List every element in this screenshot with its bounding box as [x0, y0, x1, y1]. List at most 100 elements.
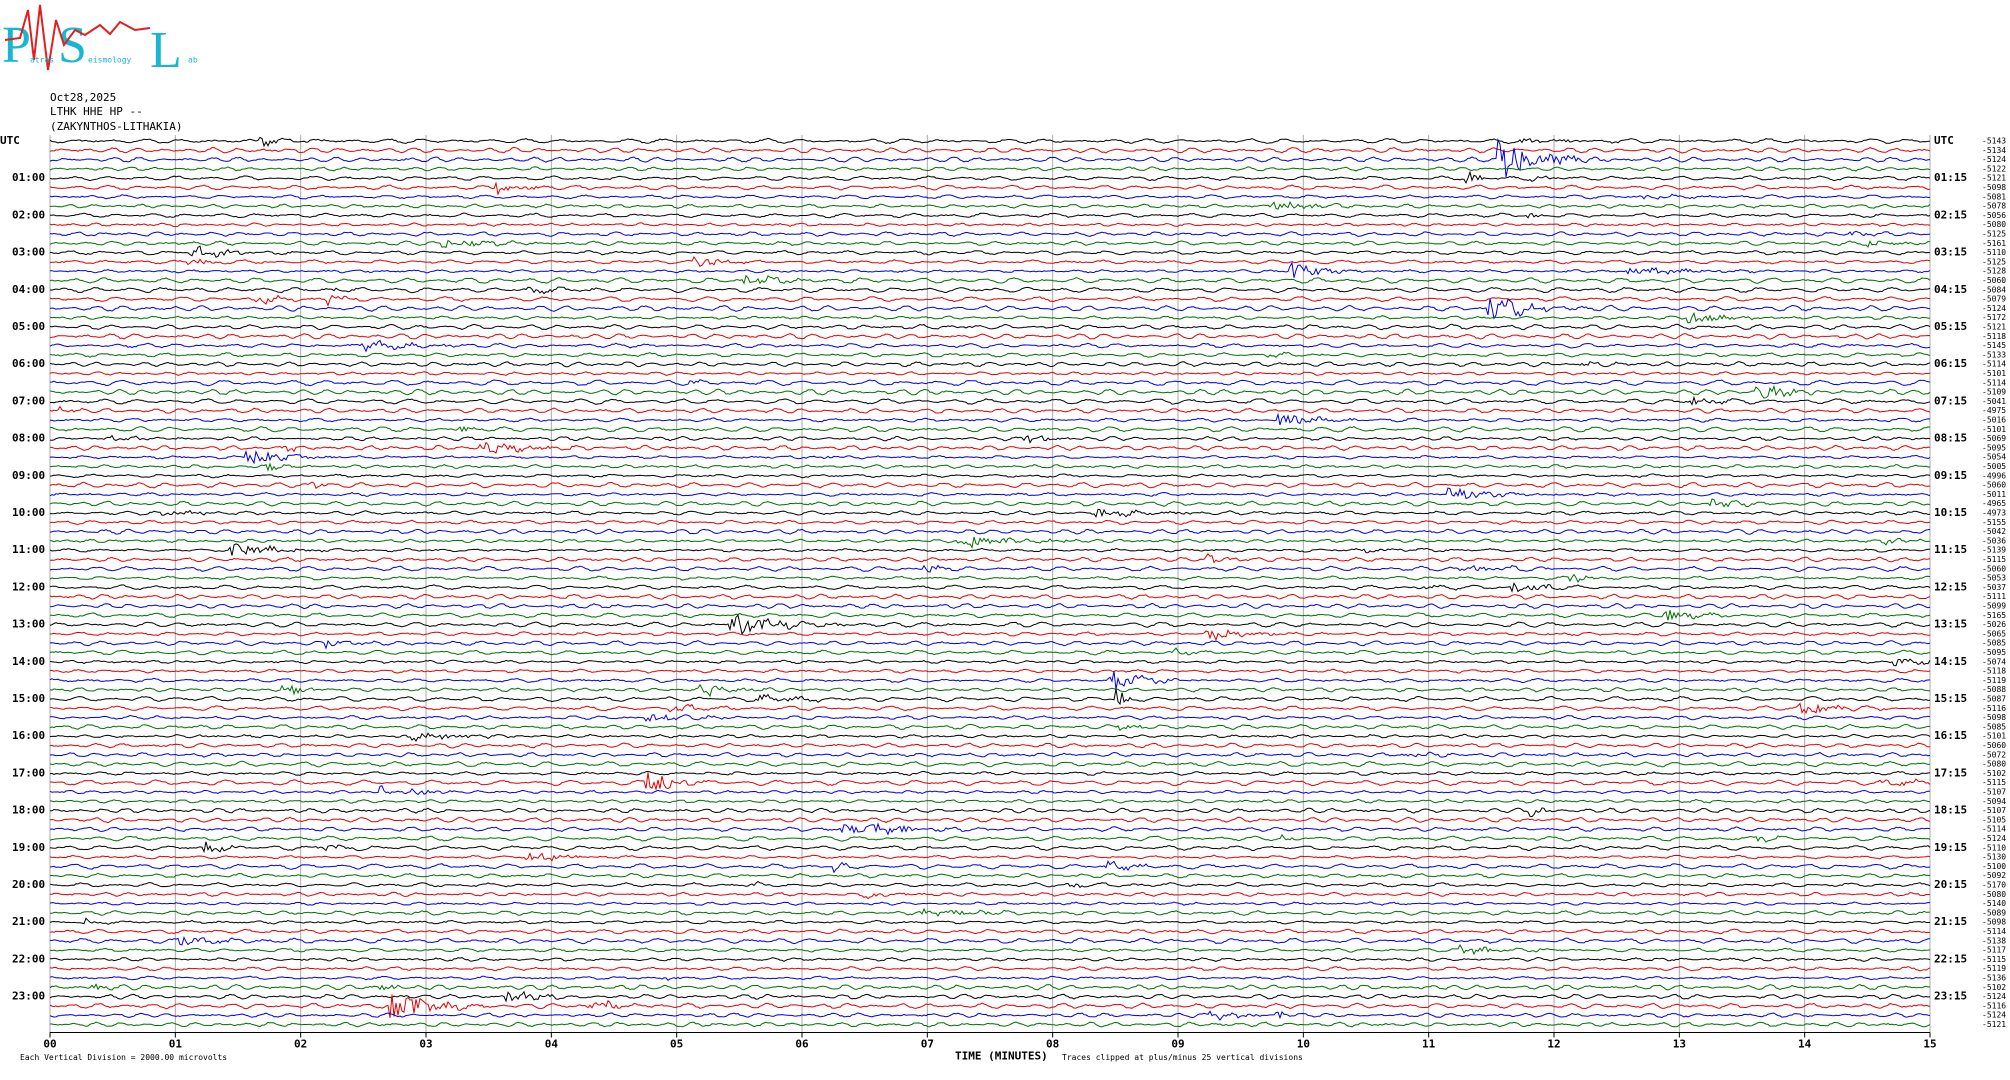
trace: [49, 593, 1931, 600]
trace: [49, 361, 1931, 368]
trace: [49, 668, 1931, 674]
trace: [49, 891, 1931, 900]
trace: [49, 552, 1931, 564]
trace: [49, 990, 1931, 1003]
logo-wave: [4, 4, 151, 71]
trace: [49, 333, 1931, 340]
row-offset: -5121: [1982, 323, 2006, 332]
row-offset: -5114: [1982, 378, 2006, 387]
row-offset: -5118: [1982, 667, 2006, 676]
hour-label-right: 13:15: [1934, 618, 1967, 631]
row-offset: -5115: [1982, 778, 2006, 787]
x-tick-label: 01: [169, 1038, 183, 1051]
x-tick-label: 09: [1171, 1038, 1184, 1051]
clip-note: Traces clipped at plus/minus 25 vertical…: [1062, 1053, 1303, 1062]
logo-word: eismology: [88, 56, 132, 65]
trace: [49, 928, 1931, 935]
trace: [49, 742, 1931, 749]
trace: [49, 384, 1931, 399]
hour-label: 11:00: [12, 543, 45, 556]
hour-label-right: 12:15: [1934, 580, 1967, 593]
trace: [49, 286, 1931, 295]
hour-label: 21:00: [12, 915, 45, 928]
x-tick-label: 04: [545, 1038, 559, 1051]
x-tick-label: 07: [921, 1038, 934, 1051]
trace: [49, 917, 1930, 925]
row-offset: -5117: [1982, 946, 2006, 955]
row-offset: -5101: [1982, 425, 2006, 434]
row-offset: -5080: [1982, 220, 2006, 229]
row-offset: -5098: [1982, 183, 2006, 192]
hour-label-right: 16:15: [1934, 729, 1967, 742]
row-offset: -5143: [1982, 137, 2006, 146]
row-offset: -5087: [1982, 695, 2006, 704]
row-offset: -4996: [1982, 471, 2006, 480]
trace: [49, 136, 1931, 148]
x-tick-label: 14: [1798, 1038, 1812, 1051]
row-offset: -5124: [1982, 304, 2006, 313]
row-offset: -5078: [1982, 202, 2006, 211]
row-offset: -5111: [1982, 592, 2006, 601]
trace: [49, 688, 1931, 706]
trace: [49, 379, 1931, 387]
date: Oct28,2025: [50, 91, 116, 104]
row-offset: -5102: [1982, 769, 2006, 778]
trace: [49, 146, 1931, 154]
hour-label: 09:00: [12, 469, 45, 482]
hour-label-right: 15:15: [1934, 692, 1967, 705]
row-offset: -5119: [1982, 676, 2006, 685]
row-offset: -5124: [1982, 992, 2006, 1001]
hour-label-right: 23:15: [1934, 990, 1967, 1003]
trace: [49, 671, 1931, 690]
row-offset: -5133: [1982, 350, 2006, 359]
row-offset: -5110: [1982, 843, 2006, 852]
row-offset: -5170: [1982, 881, 2006, 890]
trace: [49, 395, 1931, 406]
trace: [49, 487, 1931, 500]
hour-label-right: 06:15: [1934, 357, 1967, 370]
trace: [49, 449, 1931, 465]
row-offset: -5100: [1982, 862, 2006, 871]
row-offset: -5011: [1982, 490, 2006, 499]
row-offset: -5080: [1982, 760, 2006, 769]
trace: [49, 816, 1931, 824]
trace: [49, 481, 1931, 489]
x-tick-label: 00: [43, 1038, 56, 1051]
trace: [49, 966, 1931, 972]
trace: [49, 261, 1931, 278]
trace: [49, 294, 1931, 307]
trace: [49, 137, 1931, 178]
row-offset: -5136: [1982, 974, 2006, 983]
trace: [49, 339, 1931, 353]
row-offset: -5140: [1982, 899, 2006, 908]
row-offset: -5085: [1982, 639, 2006, 648]
trace: [49, 602, 1931, 610]
trace: [50, 772, 1931, 792]
x-tick-label: 08: [1046, 1038, 1059, 1051]
trace: [49, 798, 1931, 804]
hour-label: 17:00: [12, 766, 45, 779]
row-offset: -5080: [1982, 890, 2006, 899]
trace: [49, 256, 1931, 267]
trace: [49, 872, 1931, 879]
trace: [49, 943, 1931, 956]
hour-label-right: 20:15: [1934, 878, 1967, 891]
trace: [49, 860, 1931, 874]
hour-label: 16:00: [12, 729, 45, 742]
hour-label: 04:00: [12, 283, 45, 296]
hour-label-right: 14:15: [1934, 655, 1967, 668]
trace: [50, 807, 1931, 818]
row-offset: -5128: [1982, 267, 2006, 276]
row-offset: -5095: [1982, 443, 2006, 452]
row-offset: -5042: [1982, 527, 2006, 536]
hour-label: 15:00: [12, 692, 45, 705]
station: LTHK HHE HP --: [50, 105, 143, 118]
hour-label-right: 02:15: [1934, 208, 1967, 221]
row-offset: -5138: [1982, 936, 2006, 945]
trace: [49, 166, 1931, 172]
row-offset: -5125: [1982, 257, 2006, 266]
trace: [49, 713, 1931, 722]
logo-letter: P: [2, 17, 31, 74]
trace: [49, 723, 1931, 732]
